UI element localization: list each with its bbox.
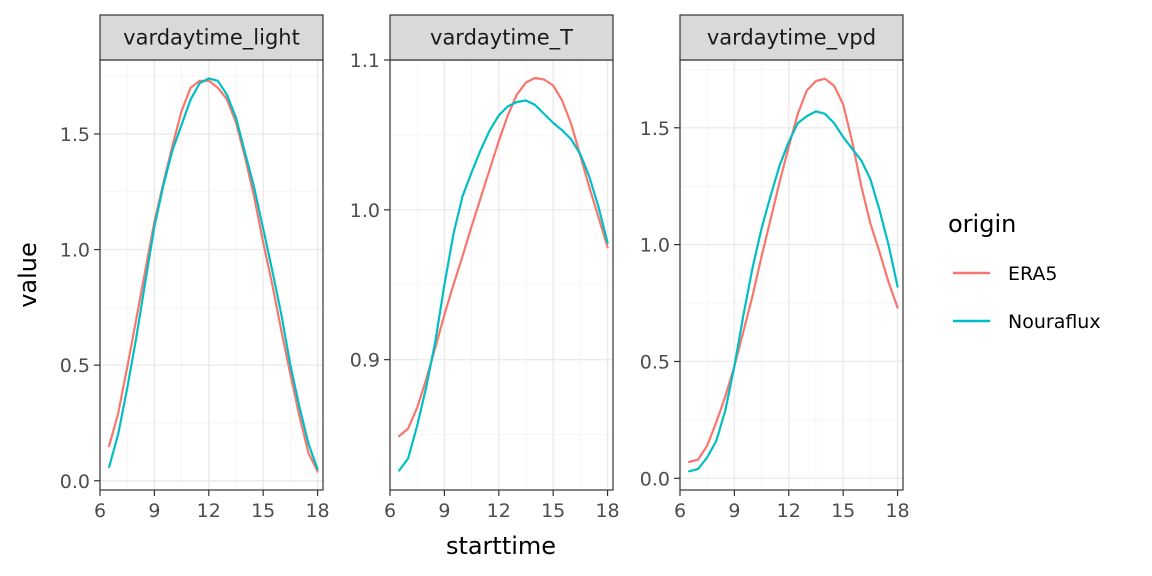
legend: origin ERA5 Nouraflux: [948, 210, 1101, 333]
series-line-era5: [687, 77, 899, 464]
y-tick-label: 0.5: [640, 351, 670, 373]
x-tick-label: 18: [885, 500, 909, 522]
y-tick-label: 0.5: [60, 355, 90, 377]
panel-vardaytime_light: vardaytime_light 6 9 12 15 18 0.0 0.5 1.0 1.5: [60, 14, 330, 522]
y-tick-label: 1.5: [60, 124, 90, 146]
facet-strip: [679, 14, 904, 61]
y-axis-title: value: [14, 242, 42, 308]
x-tick-label: 15: [251, 500, 275, 522]
facet-strip: [389, 14, 614, 61]
y-tick-label: 1.0: [350, 200, 380, 222]
y-tick-label: 1.5: [640, 118, 670, 140]
series-line-era5: [107, 79, 319, 473]
x-tick-label: 9: [728, 500, 740, 522]
x-tick-label: 12: [197, 500, 221, 522]
panel-vardaytime_T: vardaytime_T 6 9 12 15 18 0.9 1.0 1.1: [350, 14, 620, 522]
series-line-era5: [398, 76, 609, 438]
series-line-nouraflux: [398, 99, 609, 472]
x-tick-label: 15: [831, 500, 855, 522]
panel-border: [679, 59, 904, 491]
panel-border: [389, 59, 614, 491]
y-tick-label: 1.0: [640, 235, 670, 257]
x-tick-label: 18: [305, 500, 329, 522]
legend-label-nouraflux: Nouraflux: [1008, 311, 1101, 333]
x-tick-label: 18: [595, 500, 619, 522]
facet-strip-label: vardaytime_T: [430, 26, 573, 51]
y-tick-label: 1.1: [350, 50, 380, 72]
legend-label-era5: ERA5: [1008, 263, 1058, 285]
y-tick-label: 1.0: [60, 240, 90, 262]
panel-border: [99, 59, 324, 491]
x-tick-label: 6: [94, 500, 106, 522]
facet-strip-label: vardaytime_vpd: [707, 26, 876, 51]
y-tick-label: 0.0: [60, 471, 90, 493]
x-tick-label: 9: [438, 500, 450, 522]
x-tick-label: 9: [148, 500, 160, 522]
x-tick-label: 6: [674, 500, 686, 522]
legend-title: origin: [948, 210, 1016, 238]
panel-vardaytime_vpd: vardaytime_vpd 6 9 12 15 18 0.0 0.5 1.0 1.5: [640, 14, 910, 522]
x-axis-title: starttime: [446, 532, 556, 560]
series-line-nouraflux: [687, 110, 899, 473]
x-tick-label: 12: [487, 500, 511, 522]
x-tick-label: 12: [777, 500, 801, 522]
y-tick-label: 0.9: [350, 350, 380, 372]
facet-strip-label: vardaytime_light: [123, 26, 300, 51]
x-tick-label: 6: [384, 500, 396, 522]
series-line-nouraflux: [107, 77, 319, 471]
y-tick-label: 0.0: [640, 468, 670, 490]
x-tick-label: 15: [541, 500, 565, 522]
facet-strip: [99, 14, 324, 61]
